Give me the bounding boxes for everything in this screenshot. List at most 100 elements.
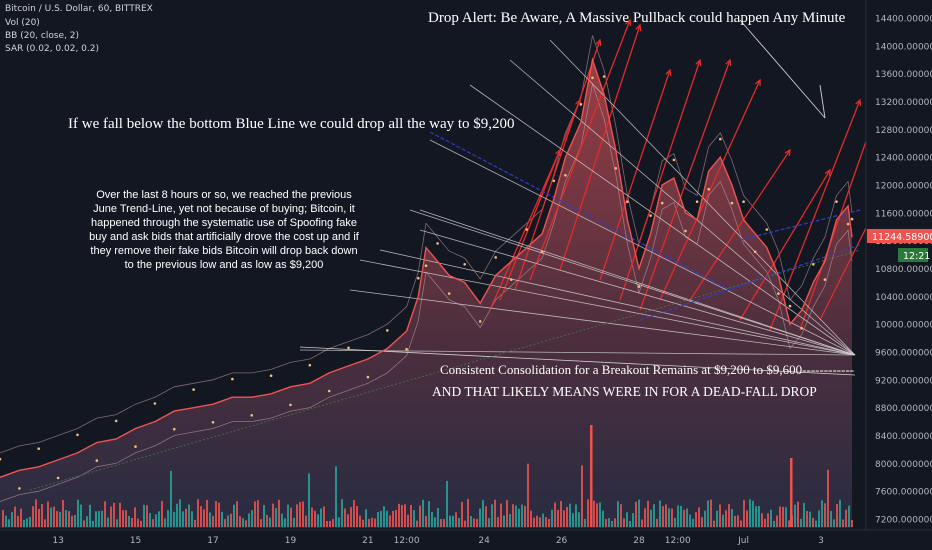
volume-bar [506,500,508,527]
volume-bar [422,499,424,527]
price-axis-panel[interactable] [866,0,932,530]
volume-bar [554,502,556,527]
sar-dot [509,278,513,281]
time-axis-ticks[interactable]: 13 15 17 19 21 12:00 24 26 28 12:00 Jul 3 [52,536,824,546]
price-tick-label: 8000.00000000 [875,460,932,470]
sar-dot [800,327,803,330]
fan-trend-line [429,139,856,356]
volume-bar [566,506,568,527]
volume-bar [167,510,169,527]
volume-bar [821,500,823,527]
volume-bar [575,504,577,527]
sar-dot [76,433,79,437]
volume-bar [779,506,781,527]
volume-bar [146,505,148,527]
volume-bar [113,502,115,527]
sar-dot [463,263,467,266]
volume-bar [521,504,523,527]
volume-indicator-legend[interactable]: Vol (20) [5,18,40,28]
volume-bar [182,511,184,527]
volume-bar [695,512,697,527]
volume-bar [386,510,388,527]
bollinger-indicator-legend[interactable]: BB (20, close, 2) [5,31,80,41]
volume-bar [176,503,178,527]
volume-bar [116,519,118,527]
sar-dot [327,389,331,393]
volume-bar [803,502,805,527]
price-tick-label: 7600.00000000 [875,488,932,498]
volume-bar [29,516,31,527]
volume-bar [281,513,283,527]
volume-bar [761,513,763,527]
volume-bar [548,518,550,527]
volume-bar [311,507,313,527]
red-arrow-head [824,168,831,177]
volume-bar [464,520,466,527]
volume-bar [491,504,493,527]
volume-bar [329,520,331,527]
sar-dot [552,179,556,183]
volume-bar [38,508,40,527]
red-upward-arrow [739,169,831,321]
price-tick-label: 12000.00000000 [875,182,932,192]
volume-bar [824,503,826,527]
volume-bar [203,509,205,527]
volume-bar [608,518,610,527]
volume-layer [2,425,853,527]
volume-bar [98,510,100,527]
sar-dot [850,217,854,221]
volume-bar [305,515,307,527]
volume-bar [383,506,385,527]
volume-bar [371,517,373,527]
volume-bar [242,518,244,527]
volume-bar [527,463,529,527]
volume-bar [794,504,796,527]
sar-dot [579,103,583,106]
volume-bar [257,500,259,527]
volume-bar [140,520,142,527]
volume-bar [815,520,817,527]
volume-bar [467,499,469,527]
volume-bar [47,501,49,527]
volume-bar [263,505,265,527]
volume-bar [317,514,319,527]
sar-dot [386,329,389,332]
volume-bar [662,506,664,527]
volume-bar [62,499,64,527]
drop-alert-arrow-tail [819,84,826,119]
price-tick-label: 14000.00000000 [875,42,932,52]
price-line-layer [0,57,853,478]
volume-bar [299,501,301,527]
volume-bar [842,519,844,527]
price-tick-label: 11600.00000000 [875,209,932,219]
sar-indicator-legend[interactable]: SAR (0.02, 0.02, 0.2) [5,44,100,54]
volume-bar [668,508,670,527]
price-tick-label: 12400.00000000 [875,154,932,164]
volume-bar [83,520,85,527]
price-line [0,57,853,478]
fan-trend-line [469,84,856,356]
red-arrow-head [635,23,642,32]
volume-bar [512,504,514,527]
volume-bar [389,515,391,527]
red-upward-arrow [619,59,701,301]
symbol-legend[interactable]: Bitcoin / U.S. Dollar, 60, BITTREX [5,4,153,14]
volume-bar [773,520,775,527]
volume-bar [170,470,172,527]
volume-bar [11,511,13,527]
volume-bar [479,508,481,527]
sar-dot [672,158,676,162]
volume-bar [425,515,427,527]
volume-bar [101,510,103,527]
volume-bar [347,514,349,527]
volume-bar [362,519,364,527]
volume-bar [332,519,334,527]
volume-bar [551,509,553,527]
volume-bar [272,503,274,527]
volume-bar [482,500,484,527]
sar-dot [173,427,176,431]
volume-bar [419,505,421,527]
volume-spike-bar [790,458,793,527]
time-tick-label: 17 [207,536,218,546]
volume-bar [449,515,451,527]
